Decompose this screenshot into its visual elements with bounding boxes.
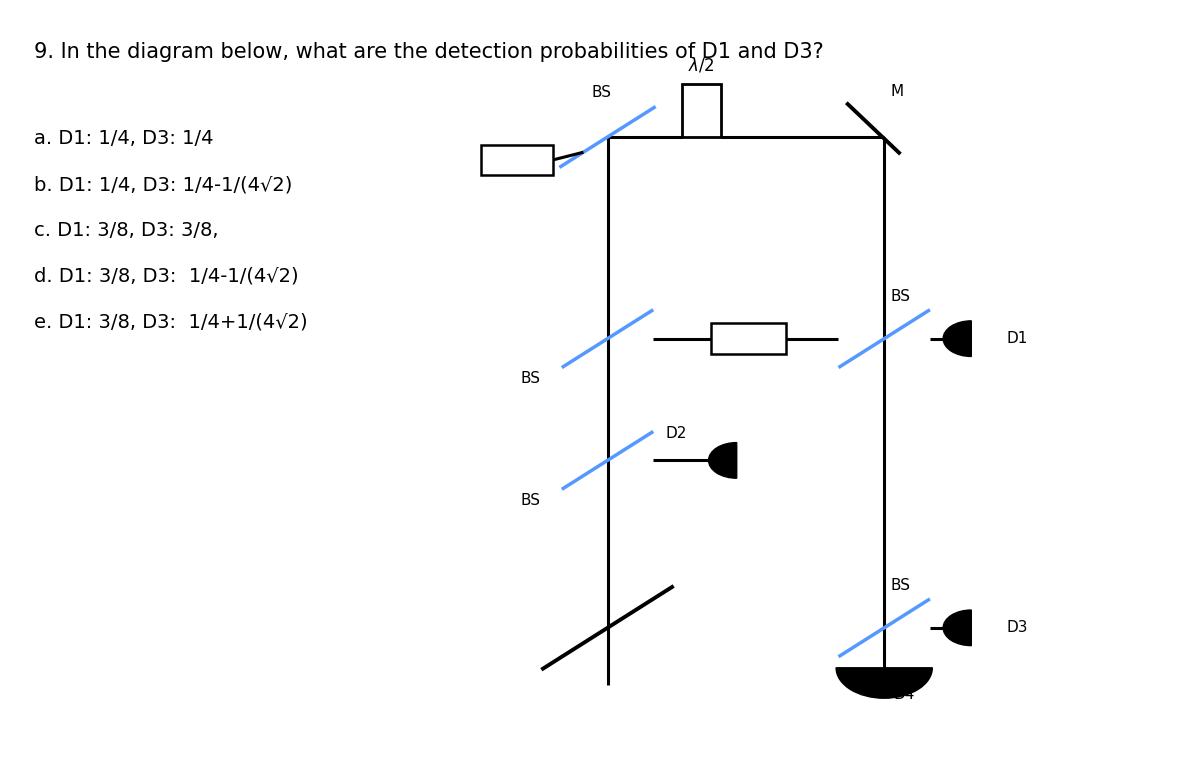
Text: 9. In the diagram below, what are the detection probabilities of D1 and D3?: 9. In the diagram below, what are the de…	[34, 42, 823, 62]
Text: D3: D3	[1007, 620, 1029, 635]
Text: BS: BS	[520, 493, 540, 508]
Text: $\lambda$/2: $\lambda$/2	[688, 56, 715, 75]
Text: e. D1: 3/8, D3:  1/4+1/(4√2): e. D1: 3/8, D3: 1/4+1/(4√2)	[34, 312, 307, 331]
Wedge shape	[943, 321, 971, 356]
Text: BS: BS	[890, 578, 911, 593]
Text: M: M	[890, 84, 903, 99]
Text: a. D1: 1/4, D3: 1/4: a. D1: 1/4, D3: 1/4	[34, 129, 213, 148]
Bar	[682, 84, 721, 137]
Text: D4: D4	[894, 686, 915, 702]
Wedge shape	[943, 610, 971, 645]
Wedge shape	[709, 443, 736, 478]
Text: BS: BS	[592, 85, 611, 100]
Text: NDD: NDD	[731, 331, 765, 346]
Text: c. D1: 3/8, D3: 3/8,: c. D1: 3/8, D3: 3/8,	[34, 221, 218, 240]
Text: b. D1: 1/4, D3: 1/4-1/(4√2): b. D1: 1/4, D3: 1/4-1/(4√2)	[34, 175, 292, 194]
Text: SPS: SPS	[503, 152, 532, 167]
Text: D1: D1	[1007, 331, 1029, 346]
Text: D2: D2	[665, 426, 687, 441]
Text: BS: BS	[520, 371, 540, 387]
Text: BS: BS	[890, 288, 911, 304]
Bar	[711, 323, 786, 354]
Text: d. D1: 3/8, D3:  1/4-1/(4√2): d. D1: 3/8, D3: 1/4-1/(4√2)	[34, 266, 298, 285]
Bar	[481, 145, 553, 175]
Wedge shape	[836, 668, 932, 699]
